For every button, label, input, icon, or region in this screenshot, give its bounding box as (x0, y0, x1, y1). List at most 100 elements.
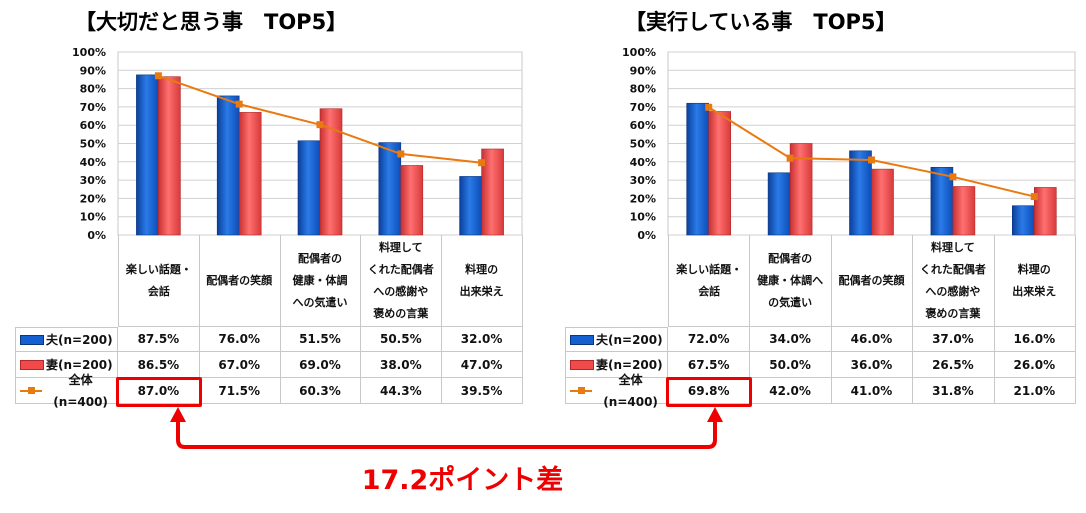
total-marker (154, 72, 162, 80)
data-label: 51.5% (279, 327, 362, 352)
total-marker (705, 103, 713, 111)
category-label: 配偶者の 健康・体調 への気遣い (279, 235, 362, 327)
data-label-text: 44.3% (379, 383, 422, 398)
legend-label: 妻(n=200) (46, 357, 113, 372)
data-label-text: 37.0% (932, 332, 974, 346)
category-label: 料理して くれた配偶者 への感謝や 褒めの言葉 (912, 235, 995, 327)
total-marker (397, 150, 405, 158)
husband-bar (686, 102, 710, 236)
data-label-text: 31.8% (932, 383, 974, 398)
data-label-text: 50.5% (379, 332, 422, 346)
wife-bar (789, 143, 813, 236)
category-label: 配偶者の 健康・体調へ の気遣い (749, 235, 832, 327)
difference-arrow (170, 407, 723, 449)
data-label-text: 87.5% (137, 332, 180, 346)
category-label-text: 料理して くれた配偶者 への感謝や 褒めの言葉 (367, 240, 434, 320)
y-tick-label: 60% (80, 119, 106, 132)
category-label-text: 配偶者の 健康・体調 への気遣い (292, 251, 348, 309)
category-label: 配偶者の笑顔 (830, 235, 914, 327)
data-label: 46.0% (830, 327, 914, 352)
category-label-text: 料理の 出来栄え (1012, 262, 1057, 298)
total-marker (786, 154, 794, 162)
category-label-text: 配偶者の 健康・体調へ の気遣い (757, 251, 824, 309)
y-tick-label: 10% (80, 211, 106, 224)
legend-entry: 夫(n=200) (565, 327, 668, 352)
data-label: 26.5% (912, 352, 995, 378)
data-label-text: 39.5% (460, 383, 503, 398)
data-label-text: 41.0% (850, 383, 893, 398)
data-label-text: 16.0% (1013, 332, 1056, 346)
husband-legend-icon (570, 334, 594, 345)
legend-entry: 妻(n=200) (565, 352, 668, 378)
data-label-text: 51.5% (299, 332, 341, 346)
data-label: 41.0% (830, 378, 914, 404)
data-label: 86.5% (118, 352, 200, 378)
data-label: 67.5% (668, 352, 751, 378)
data-label: 71.5% (198, 378, 281, 404)
husband-bar (297, 140, 321, 236)
data-label-text: 67.0% (218, 357, 261, 372)
data-label-text: 21.0% (1013, 383, 1056, 398)
y-tick-label: 100% (622, 46, 656, 59)
category-label-text: 配偶者の笑顔 (838, 273, 905, 287)
data-label: 69.0% (279, 352, 362, 378)
total-marker (1030, 193, 1038, 201)
legend-entry: 全体(n=400) (15, 373, 118, 409)
data-label-text: 69.0% (299, 357, 341, 372)
category-label: 料理の 出来栄え (993, 235, 1076, 327)
y-tick-label: 40% (80, 156, 106, 169)
data-label: 39.5% (441, 378, 523, 404)
data-label: 44.3% (360, 378, 443, 404)
data-label-text: 36.0% (850, 357, 893, 372)
data-label-text: 50.0% (769, 357, 811, 372)
y-tick-label: 30% (630, 174, 656, 187)
y-tick-label: 100% (72, 46, 106, 59)
data-label-text: 26.0% (1013, 357, 1056, 372)
data-label: 21.0% (993, 378, 1076, 404)
data-label-text: 76.0% (218, 332, 261, 346)
data-label-text: 34.0% (769, 332, 811, 346)
data-label-text: 60.3% (299, 383, 341, 398)
data-label: 87.5% (118, 327, 200, 352)
category-label-text: 楽しい話題・ 会話 (676, 262, 743, 298)
husband-bar (136, 74, 159, 236)
y-tick-label: 80% (80, 83, 106, 96)
data-label-text: 42.0% (769, 383, 811, 398)
chart-0: 0% 10% 20% 30% 40% 50% 60% 70% 80% 90% 100% (72, 46, 523, 242)
y-tick-label: 0% (87, 229, 106, 242)
data-label: 47.0% (441, 352, 523, 378)
wife-bar (952, 186, 976, 236)
wife-bar (319, 108, 343, 236)
total-marker (316, 121, 324, 129)
highlight-box (116, 377, 202, 407)
category-label: 楽しい話題・ 会話 (118, 235, 200, 327)
category-label-text: 楽しい話題・ 会話 (125, 262, 192, 298)
data-label: 16.0% (993, 327, 1076, 352)
total-marker (949, 173, 957, 181)
wife-bar (238, 112, 262, 236)
y-tick-label: 70% (80, 101, 106, 114)
legend-entry: 全体(n=400) (565, 373, 668, 409)
wife-bar (871, 168, 894, 236)
chart-title-left: 【大切だと思う事 TOP5】 (75, 10, 348, 34)
y-tick-label: 30% (80, 174, 106, 187)
category-label-text: 配偶者の笑顔 (206, 273, 273, 287)
y-tick-label: 10% (630, 211, 656, 224)
total-marker (478, 159, 486, 167)
legend-label: 全体(n=400) (53, 372, 108, 409)
category-label: 料理の 出来栄え (441, 235, 523, 327)
data-label: 34.0% (749, 327, 832, 352)
legend-label: 妻(n=200) (596, 357, 663, 372)
legend-label: 夫(n=200) (46, 332, 113, 347)
husband-bar (767, 172, 791, 236)
legend-label: 全体(n=400) (603, 372, 658, 409)
highlight-box (666, 377, 753, 407)
data-label-text: 87.0% (137, 383, 180, 398)
y-tick-label: 20% (80, 192, 106, 205)
category-label-text: 料理して くれた配偶者 への感謝や 褒めの言葉 (919, 240, 986, 320)
y-tick-label: 50% (80, 138, 106, 151)
husband-bar (216, 95, 240, 236)
wife-legend-icon (20, 359, 44, 370)
data-label: 32.0% (441, 327, 523, 352)
